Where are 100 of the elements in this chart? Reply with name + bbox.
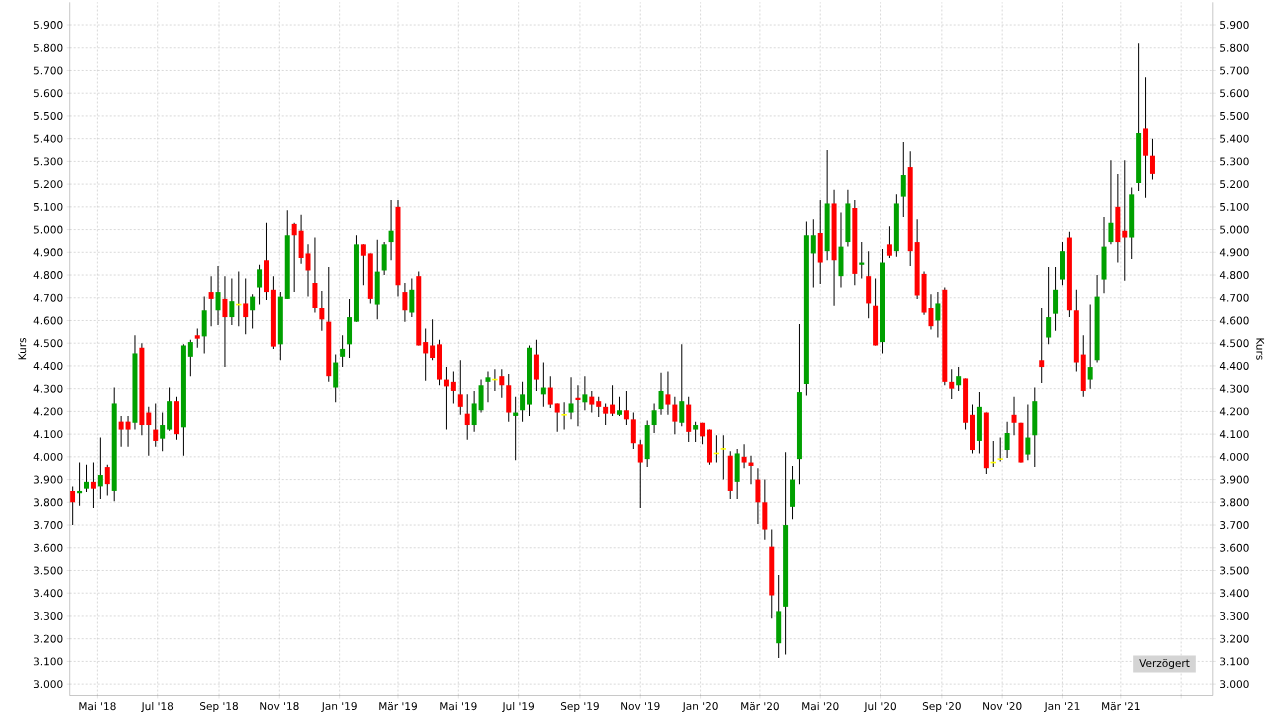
x-tick-label: Nov '18	[260, 702, 299, 710]
y-tick-label: 5.300	[33, 157, 63, 166]
candlestick	[1122, 159, 1128, 282]
y-tick-label: 5.800	[33, 43, 63, 52]
y2-tick-label: 5.700	[1220, 66, 1249, 75]
y2-tick-label: 5.600	[1220, 89, 1249, 98]
candlestick	[596, 396, 602, 418]
y-tick-label: 3.100	[33, 657, 63, 666]
y-tick-label: 5.700	[33, 66, 63, 75]
annotation: Verzögert	[1139, 658, 1190, 670]
y2-tick-label: 5.500	[1220, 111, 1249, 120]
candlestick	[97, 437, 103, 500]
candlestick	[616, 396, 622, 417]
x-tick-label: Mär '21	[1102, 702, 1140, 711]
y-tick-label: 4.600	[33, 316, 63, 325]
y-tick-label: 3.000	[33, 680, 63, 689]
y-tick-label: 3.400	[33, 589, 63, 598]
y2-tick-label: 4.600	[1219, 316, 1249, 325]
candlestick	[1087, 304, 1093, 390]
y2-tick-label: 5.400	[1220, 134, 1249, 143]
y2-tick-label: 3.900	[1220, 475, 1249, 484]
candlestick	[499, 368, 505, 399]
y-axis-title: Kurs	[18, 338, 27, 360]
x-tick-label: Sep '20	[922, 702, 961, 713]
y2-tick-label: 5.100	[1220, 202, 1249, 211]
candlestick	[340, 334, 346, 368]
x-tick-label: Jul '19	[501, 702, 535, 713]
y-tick-label: 4.900	[33, 248, 63, 257]
x-tick-label: Jul '20	[863, 702, 896, 713]
y-tick-label: 4.000	[33, 452, 63, 461]
x-tick-label: Mär '19	[379, 702, 417, 711]
y-tick-label: 5.400	[33, 134, 63, 143]
candlestick	[560, 401, 568, 431]
candlestick	[208, 275, 214, 327]
x-tick-label: Mai '20	[802, 702, 839, 711]
y-tick-label: 5.000	[33, 225, 63, 234]
y-tick-label: 3.300	[33, 611, 63, 620]
x-tick-label: Nov '19	[621, 702, 660, 710]
y-tick-label: 4.400	[33, 361, 63, 370]
y2-tick-label: 5.300	[1220, 157, 1249, 166]
y2-tick-label: 3.100	[1220, 657, 1249, 666]
candlestick	[859, 241, 865, 279]
y2-tick-label: 3.300	[1220, 611, 1249, 620]
y-tick-label: 4.300	[33, 384, 63, 393]
x-tick-label: Nov '20	[983, 702, 1022, 710]
y2-tick-label: 4.200	[1219, 407, 1249, 416]
candlestick	[996, 437, 1004, 462]
y-tick-label: 4.500	[33, 339, 63, 348]
x-tick-label: Jan '21	[1044, 702, 1080, 712]
y2-tick-label: 3.500	[1220, 566, 1249, 575]
x-tick-label: Jan '20	[682, 702, 718, 712]
candlestick	[388, 199, 394, 261]
candlestick	[719, 434, 727, 481]
y-tick-label: 5.500	[33, 111, 63, 120]
y-tick-label: 3.800	[33, 498, 63, 507]
y2-tick-label: 4.900	[1219, 248, 1249, 257]
y2-tick-label: 4.700	[1219, 293, 1249, 302]
candlestick	[291, 222, 297, 293]
y-tick-label: 3.500	[33, 566, 63, 575]
y-tick-label: 3.900	[33, 475, 63, 484]
x-tick-label: Sep '18	[200, 702, 238, 713]
y2-tick-label: 5.200	[1220, 180, 1249, 189]
candlestick	[77, 462, 83, 507]
y2-tick-label: 3.400	[1220, 589, 1249, 598]
y-tick-label: 5.900	[33, 21, 63, 29]
y2-tick-label: 3.600	[1220, 543, 1249, 552]
candlestick	[1039, 307, 1045, 384]
candlestick	[194, 327, 200, 349]
y-tick-label: 4.800	[33, 271, 63, 279]
y2-tick-label: 4.400	[1219, 361, 1249, 370]
y2-axis-title: Kurs	[1256, 338, 1265, 360]
y-tick-label: 3.600	[33, 543, 63, 552]
candlestick	[90, 462, 96, 509]
y-tick-label: 4.100	[33, 430, 63, 439]
y2-tick-label: 4.800	[1219, 271, 1249, 279]
y-tick-label: 5.100	[33, 202, 63, 211]
candlestick	[84, 464, 90, 493]
x-tick-label: Jan '19	[321, 702, 357, 712]
candlestick	[575, 384, 581, 427]
y-tick-label: 5.600	[33, 89, 63, 98]
y-tick-label: 3.200	[33, 634, 63, 643]
y-tick-label: 4.700	[33, 293, 63, 302]
x-tick-label: Mai '18	[79, 702, 116, 711]
y-tick-label: 3.700	[33, 521, 63, 529]
candlestick	[485, 371, 491, 403]
y-tick-label: 5.200	[33, 180, 63, 189]
candlestick	[949, 368, 955, 400]
x-tick-label: Mär '20	[741, 702, 779, 711]
y2-tick-label: 5.900	[1220, 21, 1249, 29]
y2-tick-label: 4.500	[1219, 339, 1249, 348]
y2-tick-label: 3.000	[1220, 680, 1249, 689]
y-tick-label: 4.200	[33, 407, 63, 416]
y2-tick-label: 3.700	[1220, 521, 1249, 529]
y2-tick-label: 4.000	[1219, 452, 1249, 461]
y2-tick-label: 5.800	[1220, 43, 1249, 52]
y2-tick-label: 4.100	[1219, 430, 1249, 439]
y2-tick-label: 4.300	[1219, 384, 1249, 393]
y2-tick-label: 3.800	[1220, 498, 1249, 507]
x-tick-label: Jul '18	[141, 702, 174, 713]
y2-tick-label: 3.200	[1220, 634, 1249, 643]
